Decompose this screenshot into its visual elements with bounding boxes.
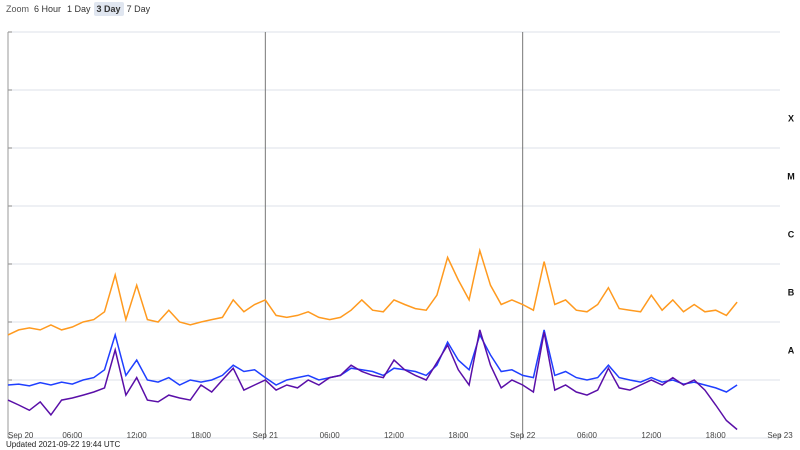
x-tick-label: 06:00 [577,431,598,440]
zoom-button[interactable]: 7 Day [126,4,151,14]
flux-line [7,329,738,431]
flux-line [7,329,738,393]
x-tick-label: Sep 23 [767,431,793,440]
flare-class-label: M [787,171,795,181]
zoom-button[interactable]: 6 Hour [34,4,62,14]
zoom-buttons: 6 Hour 1 Day 3 Day 7 Day [31,2,153,16]
zoom-button[interactable]: 1 Day [67,4,91,14]
x-tick-label: Sep 20 [8,431,34,440]
x-tick-label: 06:00 [320,431,341,440]
x-tick-label: 12:00 [384,431,405,440]
x-tick-label: 18:00 [706,431,727,440]
flux-line [7,247,738,336]
flare-class-label: A [788,345,795,355]
updated-note: Updated 2021-09-22 19:44 UTC [6,440,121,449]
x-tick-label: 12:00 [127,431,148,440]
zoom-bar: Zoom 6 Hour 1 Day 3 Day 7 Day [6,2,153,16]
x-tick-label: Sep 21 [253,431,279,440]
chart: A B C M X Sep 20 06:00 12:00 18:00 Sep 21 06:00 12:… [7,31,795,440]
flare-class-label: C [788,229,795,239]
x-tick-label: Sep 22 [510,431,536,440]
x-tick-label: 06:00 [62,431,83,440]
x-tick-label: 18:00 [448,431,469,440]
x-tick-label: 18:00 [191,431,212,440]
zoom-button[interactable]: 3 Day [93,2,124,16]
x-tick-label: 12:00 [641,431,662,440]
zoom-label: Zoom [6,4,30,14]
flare-class-label: X [788,113,794,123]
flare-class-label: B [788,287,795,297]
